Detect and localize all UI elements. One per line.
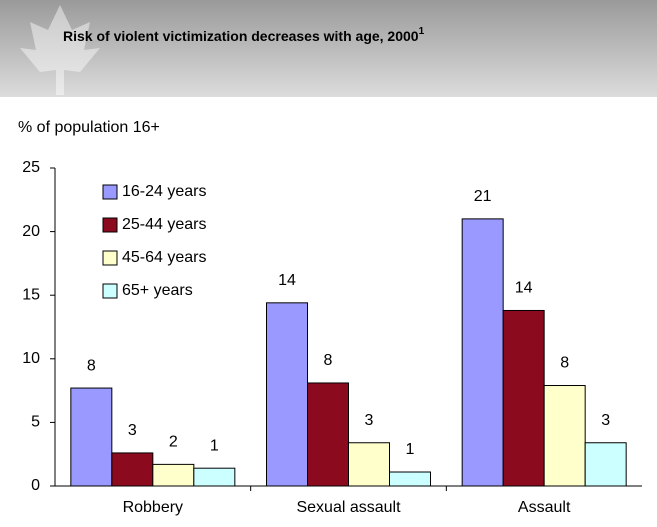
value-label: 8	[87, 357, 96, 374]
legend-label: 25-44 years	[122, 216, 207, 233]
y-tick-label: 10	[22, 350, 40, 367]
bar	[307, 382, 349, 487]
title-text: Risk of violent victimization decreases …	[63, 28, 419, 44]
legend-label: 45-64 years	[122, 249, 207, 266]
bar	[266, 302, 308, 487]
y-tick-label: 0	[31, 477, 40, 494]
bar	[193, 467, 236, 487]
bar	[584, 442, 627, 487]
value-label: 8	[560, 355, 569, 372]
legend-swatch	[102, 217, 118, 233]
header-banner	[0, 0, 657, 97]
bar	[502, 309, 545, 487]
x-tick-label: Sexual assault	[296, 499, 401, 516]
value-label: 2	[169, 434, 178, 451]
legend-label: 65+ years	[122, 282, 193, 299]
bar	[70, 387, 113, 487]
y-axis-label: % of population 16+	[18, 119, 160, 136]
value-label: 1	[210, 437, 219, 454]
bar	[111, 452, 154, 487]
value-label: 1	[406, 441, 415, 458]
y-tick-label: 5	[31, 414, 40, 431]
legend-label: 16-24 years	[122, 183, 207, 200]
bar	[152, 463, 195, 487]
value-label: 3	[601, 412, 610, 429]
value-label: 21	[474, 188, 492, 205]
value-label: 14	[278, 272, 296, 289]
bar	[389, 471, 431, 487]
legend-swatch	[102, 283, 118, 299]
title-note: 1	[419, 26, 425, 37]
value-label: 8	[324, 352, 333, 369]
legend-swatch	[102, 184, 118, 200]
value-label: 14	[515, 280, 533, 297]
chart-title: Risk of violent victimization decreases …	[63, 26, 425, 44]
bar	[543, 385, 586, 487]
logo-icon	[20, 5, 100, 95]
value-label: 3	[128, 422, 137, 439]
y-tick-label: 25	[22, 159, 40, 176]
bar	[461, 218, 504, 487]
y-tick-label: 15	[22, 286, 40, 303]
x-tick-label: Assault	[518, 499, 571, 516]
bar	[348, 442, 390, 487]
y-tick-label: 20	[22, 223, 40, 240]
legend-swatch	[102, 250, 118, 266]
x-tick-label: Robbery	[123, 499, 183, 516]
value-label: 3	[365, 412, 374, 429]
